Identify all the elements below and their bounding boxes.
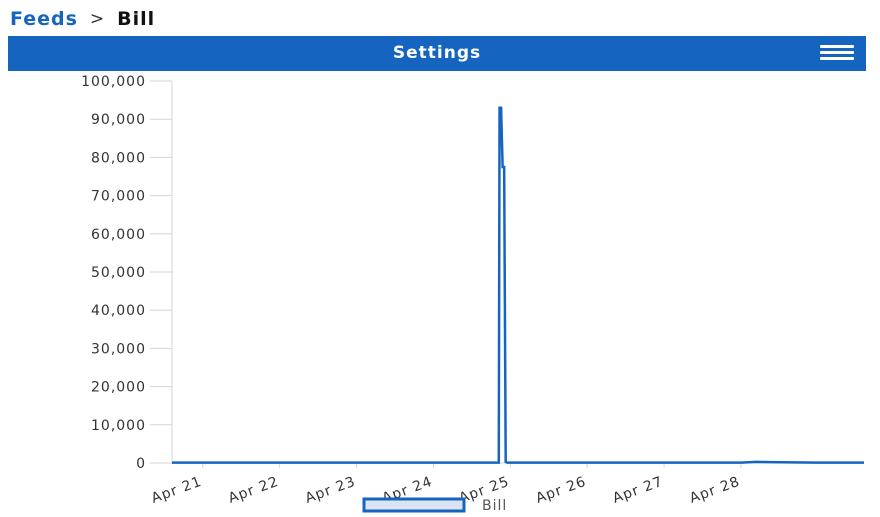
y-tick-label: 70,000 bbox=[91, 189, 146, 205]
legend[interactable]: Bill bbox=[362, 497, 507, 514]
y-tick-label: 40,000 bbox=[91, 303, 146, 319]
x-tick-label: Apr 23 bbox=[303, 474, 358, 507]
y-tick-label: 0 bbox=[136, 456, 146, 472]
y-tick-label: 20,000 bbox=[91, 380, 146, 396]
x-tick-label: Apr 26 bbox=[534, 474, 589, 507]
app-bar: Settings bbox=[8, 36, 866, 71]
series-line-bill bbox=[172, 106, 864, 464]
hamburger-menu-icon[interactable] bbox=[820, 45, 854, 63]
breadcrumb: Feeds > Bill bbox=[10, 6, 155, 32]
breadcrumb-feeds-link[interactable]: Feeds bbox=[10, 8, 78, 30]
chart-container: 100,000 90,000 80,000 70,000 60,000 50,000 40,… bbox=[0, 72, 880, 514]
y-tick-label: 80,000 bbox=[91, 150, 146, 166]
x-tick-label: Apr 22 bbox=[226, 474, 281, 507]
y-tick-label: 60,000 bbox=[91, 227, 146, 243]
x-tick-label: Apr 27 bbox=[611, 474, 666, 507]
x-tick-label: Apr 21 bbox=[149, 474, 204, 507]
legend-label: Bill bbox=[482, 498, 507, 513]
breadcrumb-current: Bill bbox=[117, 8, 156, 30]
x-tick-label: Apr 28 bbox=[688, 474, 743, 507]
y-tick-label: 90,000 bbox=[91, 112, 146, 128]
breadcrumb-separator: > bbox=[89, 9, 106, 29]
y-tick-label: 10,000 bbox=[91, 418, 146, 434]
y-tick-label: 50,000 bbox=[91, 265, 146, 281]
y-tick-label: 100,000 bbox=[81, 74, 146, 90]
bill-chart: 100,000 90,000 80,000 70,000 60,000 50,000 40,… bbox=[81, 74, 864, 514]
legend-swatch bbox=[362, 497, 466, 513]
y-tick-label: 30,000 bbox=[91, 341, 146, 357]
page-title: Settings bbox=[392, 43, 482, 63]
